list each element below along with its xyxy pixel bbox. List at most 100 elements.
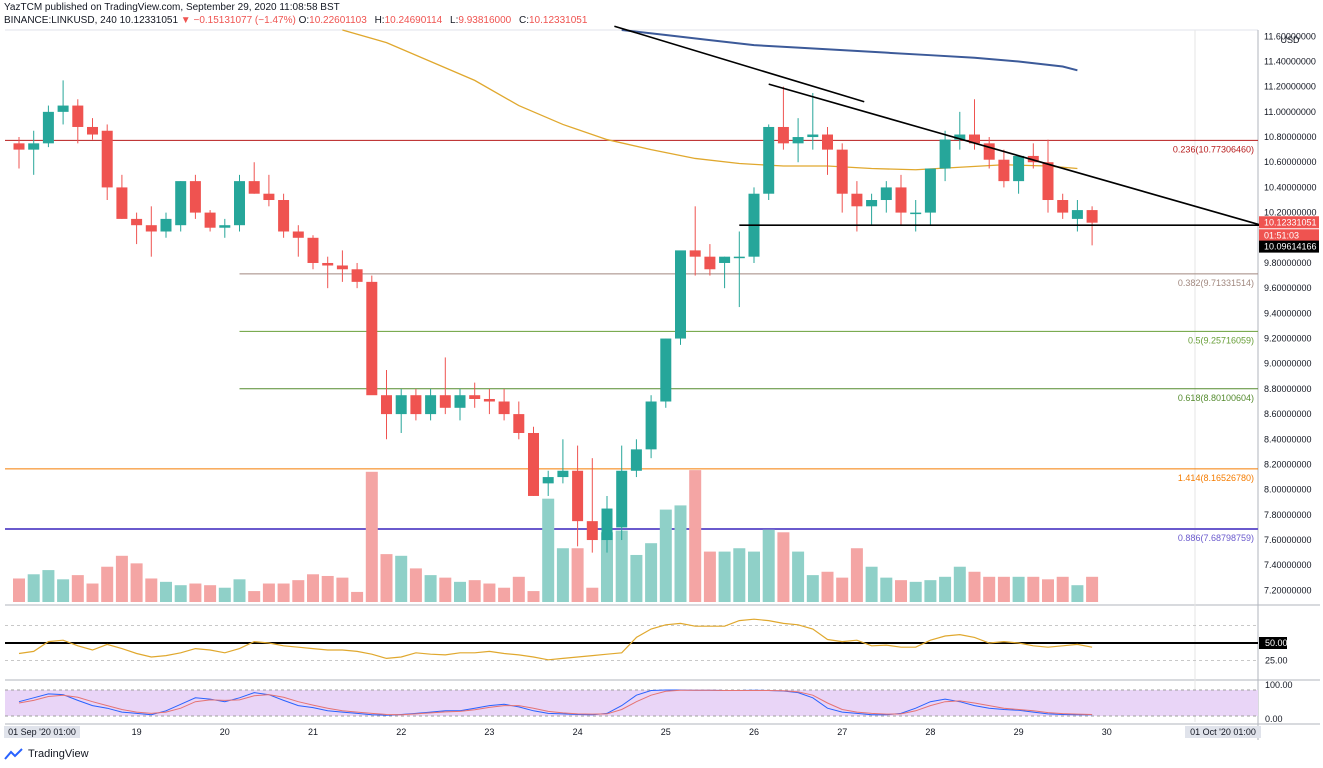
- price-tick-label: 10.20000000: [1264, 208, 1317, 218]
- close-value: 10.12331051: [528, 15, 588, 26]
- candle: [542, 470, 554, 496]
- volume-bar: [556, 548, 569, 602]
- volume-bar: [174, 585, 187, 602]
- volume-bar: [424, 575, 437, 602]
- price-tick-label: 8.20000000: [1264, 459, 1312, 469]
- volume-bar: [351, 591, 364, 602]
- candle: [116, 174, 128, 219]
- time-tick-label: 26: [749, 727, 759, 737]
- candle: [425, 388, 437, 421]
- candle-body: [72, 105, 84, 127]
- volume-bar: [1012, 576, 1025, 602]
- volume-bar: [233, 579, 246, 602]
- candle: [189, 174, 201, 219]
- time-axis[interactable]: 01 Sep '20 01:00 19 20 21 22 23 24 25 26 27 28 29 30…: [4, 726, 1261, 738]
- candle-body: [777, 126, 789, 144]
- rsi-level-label: 50.00: [1265, 638, 1288, 648]
- volume-bar: [1042, 579, 1054, 602]
- candle: [13, 137, 25, 169]
- candle: [954, 111, 966, 150]
- fib-levels: 0.236(10.77306460) 0.382(9.71331514) 0.5(9…: [5, 139, 1258, 543]
- candle: [866, 193, 878, 226]
- grid: [5, 29, 1320, 740]
- time-tick-label: 01 Oct '20 01:00: [1190, 727, 1256, 737]
- candle-body: [189, 181, 201, 213]
- candle-body: [234, 181, 245, 226]
- volume-bar: [659, 509, 672, 602]
- volume-bar: [145, 578, 158, 602]
- volume-bar: [130, 563, 143, 602]
- time-tick-label: 20: [220, 727, 230, 737]
- time-tick-label: 22: [396, 727, 406, 737]
- time-tick-label: 23: [484, 727, 494, 737]
- candle-body: [175, 181, 187, 226]
- candle-body: [807, 134, 819, 138]
- stoch-rsi-pane: 100.00 0.00: [5, 680, 1293, 724]
- volume-bar: [218, 587, 231, 602]
- candle: [42, 105, 54, 148]
- candle: [234, 174, 245, 232]
- price-tick-label: 10.60000000: [1264, 157, 1317, 167]
- candle-body: [851, 193, 863, 207]
- volume-bar: [748, 551, 760, 602]
- price-tick-label: 11.20000000: [1264, 82, 1316, 92]
- candle-body: [954, 134, 966, 140]
- volume-bar: [395, 555, 408, 602]
- volume-bar: [601, 532, 613, 602]
- down-arrow-icon: ▼: [180, 15, 191, 26]
- tradingview-logo-icon: [4, 748, 23, 760]
- volume-bar: [806, 575, 819, 602]
- volume-bar: [57, 579, 70, 602]
- candle: [366, 275, 378, 396]
- candle: [1071, 200, 1083, 232]
- price-tick-label: 9.00000000: [1264, 359, 1312, 369]
- candle: [336, 250, 348, 282]
- candle: [924, 168, 936, 226]
- candle-body: [763, 126, 775, 194]
- volume-bar: [321, 575, 334, 602]
- fib-level-label: 0.886(7.68798759): [1178, 533, 1254, 543]
- price-tick-label: 10.40000000: [1264, 182, 1317, 192]
- volume-bar: [336, 577, 349, 602]
- candle: [101, 124, 113, 201]
- ma-orange-line: [342, 29, 1078, 171]
- price-tag-box: [1259, 240, 1319, 253]
- candle-body: [439, 395, 451, 408]
- stoch-tick-label: 100.00: [1265, 680, 1293, 690]
- candle: [1057, 193, 1069, 219]
- volume-bars: [13, 470, 1099, 602]
- candle-body: [616, 470, 628, 528]
- candle: [557, 439, 569, 484]
- price-tick-label: 9.80000000: [1264, 258, 1312, 268]
- volume-bar: [439, 577, 452, 602]
- volume-bar: [895, 580, 907, 602]
- candle: [498, 388, 510, 421]
- candle-body: [1013, 155, 1025, 182]
- candle: [351, 262, 363, 289]
- stoch-k-line: [18, 689, 1093, 716]
- candle: [969, 99, 980, 150]
- trendline: [614, 25, 865, 103]
- price-tag-label: 10.09614166: [1264, 242, 1317, 252]
- candle: [807, 92, 819, 150]
- volume-bar: [27, 574, 40, 602]
- volume-bar: [792, 551, 805, 602]
- symbol-label: BINANCE:LINKUSD, 240: [4, 15, 117, 26]
- time-tag-box: [1185, 726, 1261, 738]
- last-price: 10.12331051: [119, 15, 179, 26]
- candle: [410, 388, 422, 421]
- volume-bar: [571, 548, 584, 602]
- candle-body: [366, 281, 378, 396]
- candle: [616, 445, 628, 541]
- fib-level-label: 0.5(9.25716059): [1188, 335, 1254, 345]
- candle: [72, 99, 84, 144]
- high-value: 10.24690114: [384, 15, 443, 26]
- brand-label: TradingView: [28, 748, 89, 760]
- volume-bar: [115, 555, 128, 602]
- time-tick-label: 30: [1102, 727, 1112, 737]
- candle-body: [822, 134, 833, 150]
- candle-body: [675, 250, 686, 339]
- candle: [733, 231, 745, 308]
